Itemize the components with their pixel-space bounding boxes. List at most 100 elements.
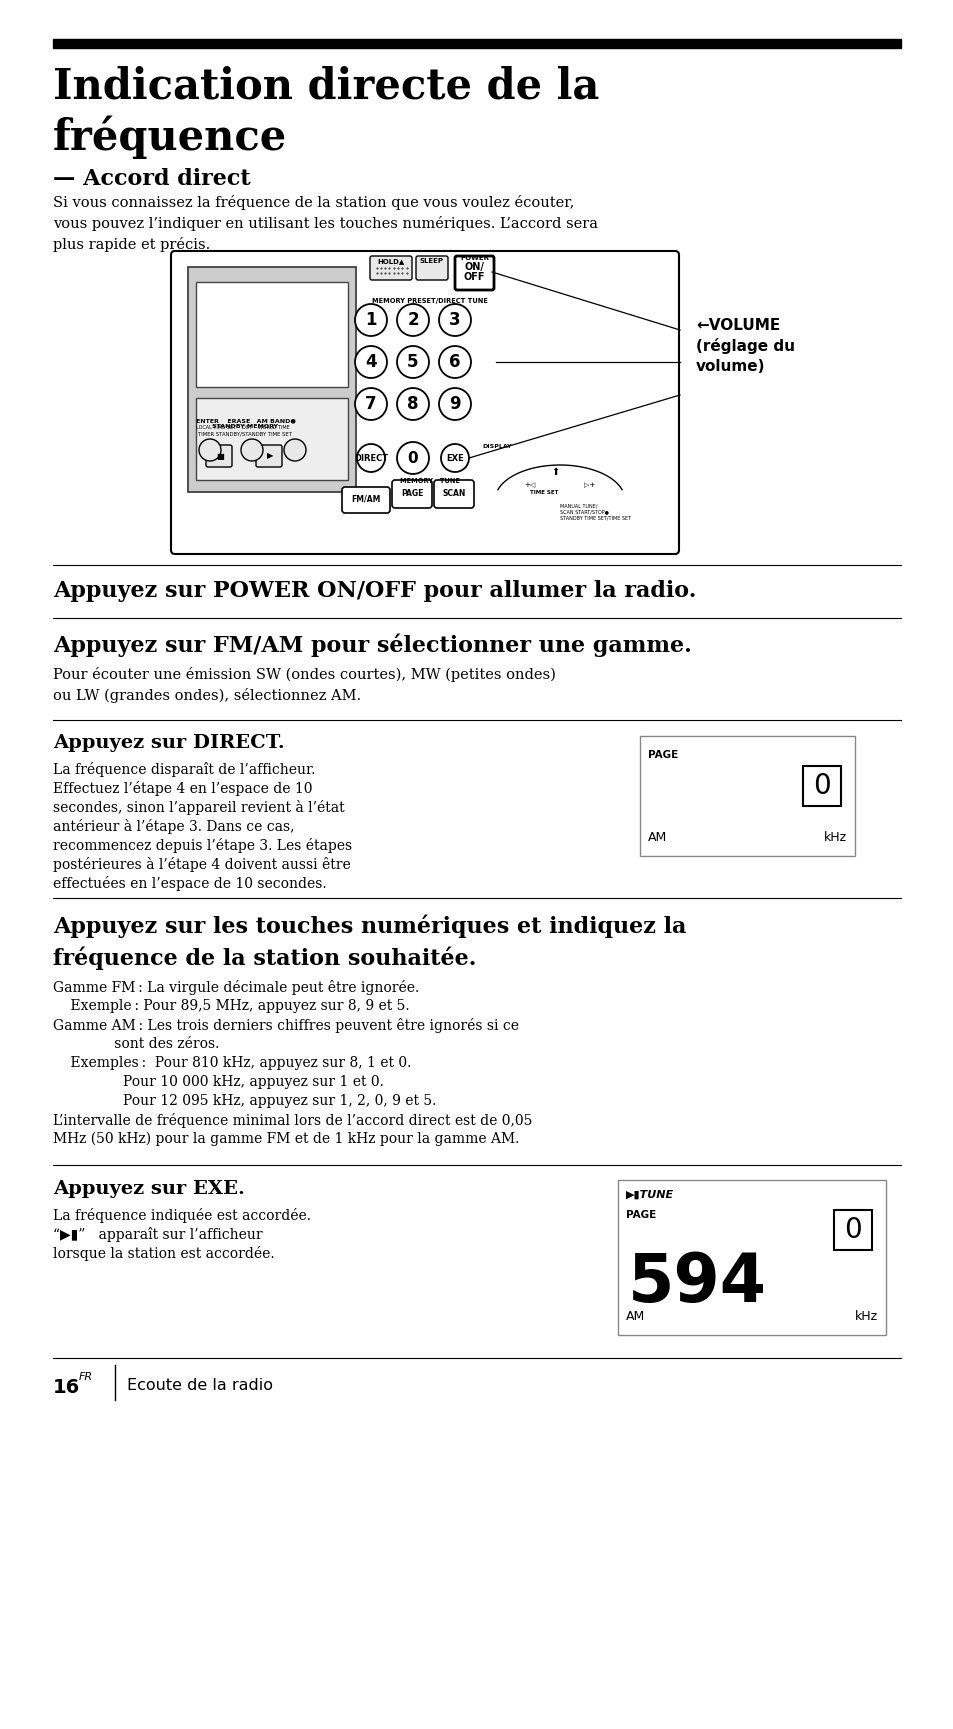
Text: 3: 3 <box>449 311 460 329</box>
Text: ▶: ▶ <box>267 451 273 460</box>
Circle shape <box>440 444 469 472</box>
Text: Appuyez sur FM/AM pour sélectionner une gamme.: Appuyez sur FM/AM pour sélectionner une … <box>53 633 691 657</box>
Text: Appuyez sur EXE.: Appuyez sur EXE. <box>53 1179 245 1198</box>
Text: Effectuez l’étape 4 en l’espace de 10: Effectuez l’étape 4 en l’espace de 10 <box>53 782 313 795</box>
Text: Si vous connaissez la fréquence de la station que vous voulez écouter,
vous pouv: Si vous connaissez la fréquence de la st… <box>53 195 598 252</box>
Text: Indication directe de la: Indication directe de la <box>53 66 598 107</box>
Text: L’intervalle de fréquence minimal lors de l’accord direct est de 0,05: L’intervalle de fréquence minimal lors d… <box>53 1113 532 1127</box>
Text: AM: AM <box>647 832 666 844</box>
Text: 1: 1 <box>365 311 376 329</box>
Text: 2: 2 <box>407 311 418 329</box>
FancyBboxPatch shape <box>171 251 679 553</box>
Text: 0: 0 <box>407 451 417 465</box>
Circle shape <box>438 346 471 379</box>
Text: 9: 9 <box>449 394 460 413</box>
Text: AM: AM <box>625 1311 644 1323</box>
Text: MEMORY PRESET/DIRECT TUNE: MEMORY PRESET/DIRECT TUNE <box>372 297 487 304</box>
Text: La fréquence indiquée est accordée.: La fréquence indiquée est accordée. <box>53 1209 311 1222</box>
Text: 5: 5 <box>407 353 418 372</box>
Text: PAGE: PAGE <box>400 489 423 498</box>
Bar <box>833 1210 871 1250</box>
Text: +◁: +◁ <box>524 482 535 488</box>
Circle shape <box>355 387 387 420</box>
Text: postérieures à l’étape 4 doivent aussi être: postérieures à l’étape 4 doivent aussi ê… <box>53 858 351 871</box>
Circle shape <box>438 387 471 420</box>
Text: MHz (50 kHz) pour la gamme FM et de 1 kHz pour la gamme AM.: MHz (50 kHz) pour la gamme FM et de 1 kH… <box>53 1132 518 1146</box>
Circle shape <box>355 346 387 379</box>
Text: recommencez depuis l’étape 3. Les étapes: recommencez depuis l’étape 3. Les étapes <box>53 839 352 852</box>
Text: ▷+: ▷+ <box>584 482 595 488</box>
Text: ■: ■ <box>215 451 224 460</box>
FancyBboxPatch shape <box>455 256 494 290</box>
Text: “▶▮”   apparaît sur l’afficheur: “▶▮” apparaît sur l’afficheur <box>53 1228 262 1241</box>
Text: kHz: kHz <box>823 832 846 844</box>
Text: antérieur à l’étape 3. Dans ce cas,: antérieur à l’étape 3. Dans ce cas, <box>53 820 294 833</box>
Text: LOCAL TIME SET    DST    WORLD TIME: LOCAL TIME SET DST WORLD TIME <box>195 425 290 431</box>
Circle shape <box>241 439 263 462</box>
Text: STANDBY MEMORY: STANDBY MEMORY <box>212 424 277 429</box>
Circle shape <box>396 346 429 379</box>
Text: POWER: POWER <box>460 254 489 261</box>
Text: Gamme FM : La virgule décimale peut être ignorée.: Gamme FM : La virgule décimale peut être… <box>53 980 418 994</box>
Bar <box>802 766 841 806</box>
FancyBboxPatch shape <box>341 488 390 514</box>
Text: Appuyez sur les touches numériques et indiquez la: Appuyez sur les touches numériques et in… <box>53 915 685 937</box>
Text: PAGE: PAGE <box>625 1210 656 1221</box>
Circle shape <box>396 387 429 420</box>
Text: MEMORY   TUNE: MEMORY TUNE <box>399 477 459 484</box>
Text: Pour écouter une émission SW (ondes courtes), MW (petites ondes)
ou LW (grandes : Pour écouter une émission SW (ondes cour… <box>53 667 556 704</box>
Text: secondes, sinon l’appareil revient à l’état: secondes, sinon l’appareil revient à l’é… <box>53 801 344 814</box>
Bar <box>195 398 348 481</box>
Text: MANUAL TUNE/
SCAN START/STOP●
STANDBY TIME SET/TIME SET: MANUAL TUNE/ SCAN START/STOP● STANDBY TI… <box>559 503 631 520</box>
Text: sont des zéros.: sont des zéros. <box>53 1037 219 1051</box>
Text: PAGE: PAGE <box>647 750 678 761</box>
Text: kHz: kHz <box>854 1311 877 1323</box>
Text: Exemple : Pour 89,5 MHz, appuyez sur 8, 9 et 5.: Exemple : Pour 89,5 MHz, appuyez sur 8, … <box>53 999 409 1013</box>
Bar <box>639 737 854 856</box>
Text: ▶▮TUNE: ▶▮TUNE <box>625 1190 674 1200</box>
Text: fréquence de la station souhaitée.: fréquence de la station souhaitée. <box>53 946 476 970</box>
Circle shape <box>355 304 387 335</box>
Bar <box>618 1179 885 1335</box>
Text: FM/AM: FM/AM <box>351 494 380 503</box>
Text: 6: 6 <box>449 353 460 372</box>
Text: 4: 4 <box>365 353 376 372</box>
Text: Ecoute de la radio: Ecoute de la radio <box>127 1378 273 1394</box>
Text: TIMER STANDBY/STANDBY TIME SET: TIMER STANDBY/STANDBY TIME SET <box>198 431 292 436</box>
Text: 0: 0 <box>843 1215 861 1243</box>
FancyBboxPatch shape <box>255 444 282 467</box>
Text: Gamme AM : Les trois derniers chiffres peuvent être ignorés si ce: Gamme AM : Les trois derniers chiffres p… <box>53 1018 518 1032</box>
Text: SCAN: SCAN <box>442 489 465 498</box>
Text: ←VOLUME
(réglage du
volume): ←VOLUME (réglage du volume) <box>696 318 794 373</box>
Bar <box>53 40 900 48</box>
Text: FR: FR <box>79 1373 93 1381</box>
Circle shape <box>396 443 429 474</box>
FancyBboxPatch shape <box>434 481 474 508</box>
Text: DISPLAY: DISPLAY <box>481 444 511 450</box>
Text: EXE: EXE <box>446 453 463 462</box>
Text: Appuyez sur DIRECT.: Appuyez sur DIRECT. <box>53 735 284 752</box>
Text: 8: 8 <box>407 394 418 413</box>
Text: effectuées en l’espace de 10 secondes.: effectuées en l’espace de 10 secondes. <box>53 877 326 890</box>
FancyBboxPatch shape <box>370 256 412 280</box>
Circle shape <box>396 304 429 335</box>
Text: TIME SET: TIME SET <box>530 489 558 494</box>
Bar <box>195 282 348 387</box>
Text: HOLD▲: HOLD▲ <box>377 258 404 265</box>
Text: 0: 0 <box>812 773 830 801</box>
Bar <box>188 266 355 493</box>
Text: 16: 16 <box>53 1378 80 1397</box>
Circle shape <box>199 439 221 462</box>
Circle shape <box>284 439 306 462</box>
Circle shape <box>438 304 471 335</box>
Text: 594: 594 <box>627 1250 766 1316</box>
Text: lorsque la station est accordée.: lorsque la station est accordée. <box>53 1247 274 1260</box>
Text: SLEEP: SLEEP <box>419 258 443 265</box>
FancyBboxPatch shape <box>392 481 432 508</box>
Circle shape <box>356 444 385 472</box>
Text: Pour 12 095 kHz, appuyez sur 1, 2, 0, 9 et 5.: Pour 12 095 kHz, appuyez sur 1, 2, 0, 9 … <box>53 1094 436 1108</box>
Text: ⬆: ⬆ <box>551 467 558 477</box>
Text: Appuyez sur POWER ON/OFF pour allumer la radio.: Appuyez sur POWER ON/OFF pour allumer la… <box>53 579 696 602</box>
Text: 7: 7 <box>365 394 376 413</box>
Text: fréquence: fréquence <box>53 116 287 159</box>
